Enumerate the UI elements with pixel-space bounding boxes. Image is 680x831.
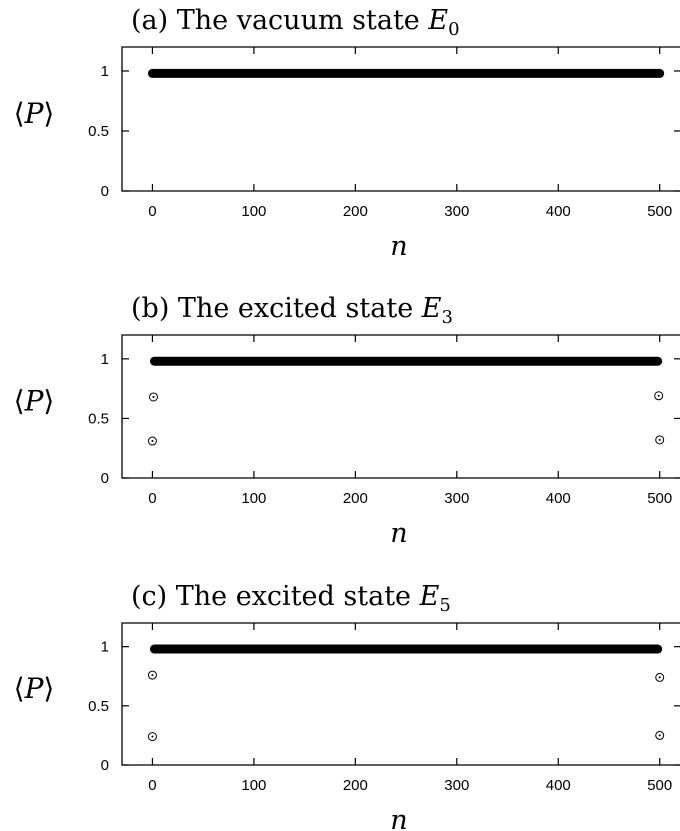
y-axis-label-open: ⟨	[14, 672, 25, 705]
y-axis-label-close: ⟩	[43, 97, 54, 130]
panel-title-variable: E	[421, 293, 442, 324]
y-tick-label: 1	[101, 639, 109, 656]
y-tick-label: 0.5	[88, 410, 109, 427]
y-tick-label: 0	[101, 757, 109, 774]
y-axis-label-variable: P	[24, 672, 45, 705]
x-tick-label: 500	[647, 490, 672, 507]
x-tick-label: 300	[444, 490, 469, 507]
data-point	[655, 730, 665, 740]
data-point-center	[152, 395, 155, 398]
panel-title: (a) The vacuum state E0	[131, 5, 460, 40]
data-point	[148, 392, 158, 402]
x-axis-label: n	[390, 231, 407, 262]
x-tick-label: 400	[546, 203, 571, 220]
data-point-center	[658, 676, 661, 679]
plot-frame	[121, 334, 680, 479]
x-tick-label: 200	[343, 203, 368, 220]
panel-3: (c) The excited state E50 100 200 300 400 500…	[14, 581, 680, 831]
data-point-center	[657, 394, 660, 397]
y-tick-label: 0	[101, 470, 109, 487]
x-tick-label: 0	[148, 203, 156, 220]
y-tick-label: 0	[101, 183, 109, 200]
panel-title: (b) The excited state E3	[131, 293, 453, 328]
data-point	[147, 436, 157, 446]
y-axis-label-open: ⟨	[14, 385, 25, 418]
data-point-center	[151, 440, 154, 443]
panel-2: (b) The excited state E3 0 100 200 300 400 500…	[14, 293, 680, 549]
plot-frame	[121, 622, 680, 766]
x-axis-label: n	[390, 805, 407, 831]
panel-1: (a) The vacuum state E00 100 200 300 400 5000…	[14, 5, 680, 262]
x-tick-label: 400	[546, 490, 571, 507]
data-point-center	[151, 674, 154, 677]
panel-title-text: (c) The excited state	[131, 581, 420, 612]
panel-title-variable: E	[419, 581, 440, 612]
data-point	[147, 670, 157, 680]
x-tick-label: 100	[241, 203, 266, 220]
data-point-center	[151, 735, 154, 738]
y-axis-label-open: ⟨	[14, 97, 25, 130]
x-tick-label: 200	[343, 490, 368, 507]
panel-title-text: (a) The vacuum state	[131, 5, 428, 36]
y-axis-label: ⟨P⟩	[14, 385, 55, 418]
plot-frame	[121, 46, 680, 192]
y-tick-label: 0.5	[88, 123, 109, 140]
panel-title-text: (b) The excited state	[131, 293, 422, 324]
x-tick-label: 300	[444, 203, 469, 220]
x-tick-label: 500	[647, 777, 672, 794]
panel-title-subscript: 0	[448, 19, 459, 40]
data-point	[655, 435, 665, 445]
y-axis-label: ⟨P⟩	[14, 97, 55, 130]
y-tick-label: 1	[101, 351, 109, 368]
data-point-center	[658, 734, 661, 737]
y-axis-label-close: ⟩	[43, 672, 54, 705]
y-axis-label-variable: P	[24, 385, 45, 418]
panel-title-subscript: 5	[439, 595, 450, 616]
y-tick-label: 1	[101, 63, 109, 80]
x-tick-label: 100	[241, 490, 266, 507]
x-tick-label: 100	[241, 777, 266, 794]
y-axis-label-variable: P	[24, 97, 45, 130]
x-tick-label: 0	[148, 490, 156, 507]
x-tick-label: 400	[546, 777, 571, 794]
x-tick-label: 500	[647, 203, 672, 220]
y-axis-label-close: ⟩	[43, 385, 54, 418]
x-axis-label: n	[390, 518, 407, 549]
data-point	[147, 732, 157, 742]
data-point	[654, 391, 664, 401]
data-point-center	[658, 438, 661, 441]
x-tick-label: 200	[343, 777, 368, 794]
data-point	[655, 672, 665, 682]
y-tick-label: 0.5	[88, 698, 109, 715]
panel-title-subscript: 3	[441, 307, 452, 328]
x-tick-label: 0	[148, 777, 156, 794]
y-axis-label: ⟨P⟩	[14, 672, 55, 705]
panel-title-variable: E	[427, 5, 448, 36]
panel-title: (c) The excited state E5	[131, 581, 451, 616]
x-tick-label: 300	[444, 777, 469, 794]
